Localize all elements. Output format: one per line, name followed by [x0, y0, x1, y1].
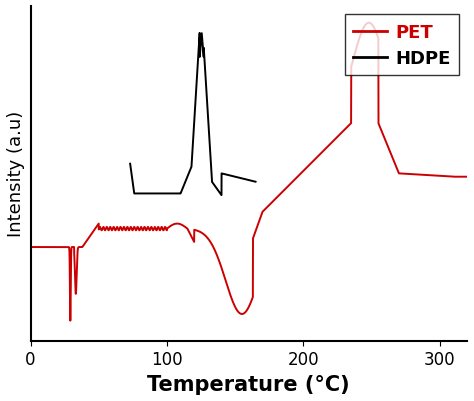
Y-axis label: Intensity (a.u): Intensity (a.u) [7, 111, 25, 237]
Legend: PET, HDPE: PET, HDPE [345, 15, 459, 76]
X-axis label: Temperature (°C): Temperature (°C) [147, 374, 350, 394]
